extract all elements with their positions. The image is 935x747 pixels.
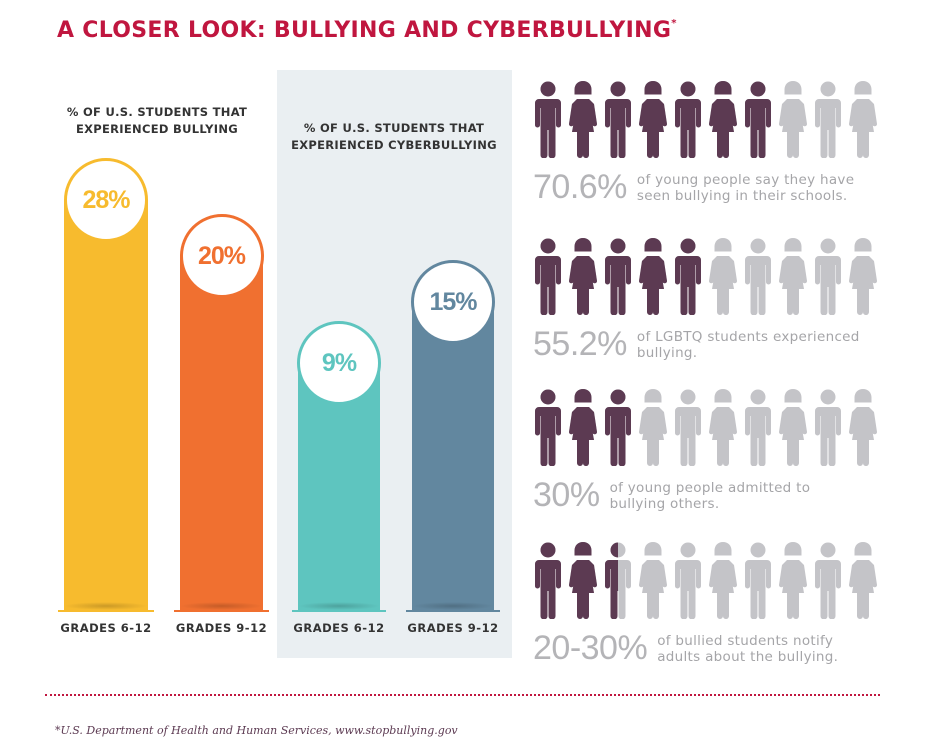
female-person-icon: [849, 542, 877, 620]
bullying-chart-title: % OF U.S. STUDENTS THAT EXPERIENCED BULL…: [66, 105, 248, 136]
cyberbullying-chart-title: % OF U.S. STUDENTS THAT EXPERIENCED CYBE…: [291, 121, 497, 152]
footnote: *U.S. Department of Health and Human Ser…: [55, 724, 458, 737]
female-person-icon: [569, 81, 597, 159]
male-person-icon: [535, 389, 561, 467]
people-icons: [535, 81, 877, 159]
female-person-icon: [639, 238, 667, 316]
bar-shadow: [298, 602, 380, 610]
stat-value: 70.6%: [533, 168, 627, 206]
female-person-icon: [779, 542, 807, 620]
bar-baseline: [292, 610, 386, 612]
bar: 28%: [64, 158, 148, 610]
bar-shadow: [412, 602, 494, 610]
female-person-icon: [709, 542, 737, 620]
female-person-icon: [709, 389, 737, 467]
female-person-icon: [709, 238, 737, 316]
male-person-icon: [815, 389, 841, 467]
stat-value: 20-30%: [533, 629, 648, 667]
pictogram-row: 20-30% of bullied students notify adults a…: [533, 541, 893, 667]
male-person-icon: [745, 238, 771, 316]
stat-description: of bullied students notify adults about t…: [657, 633, 838, 665]
stat-line: seen bullying in their schools.: [636, 187, 848, 204]
male-person-icon: [605, 389, 631, 467]
female-person-icon: [569, 542, 597, 620]
stat-line: of young people admitted to: [609, 479, 811, 496]
female-person-icon: [709, 81, 737, 159]
bar-value-label: 15%: [411, 260, 495, 344]
pictogram-row: 55.2% of LGBTQ students experienced bullyi…: [533, 237, 893, 363]
male-person-icon: [605, 81, 631, 159]
male-person-icon: [535, 238, 561, 316]
bar-baseline: [174, 610, 269, 612]
pictogram-row: 70.6% of young people say they have seen b…: [533, 80, 893, 206]
male-person-icon: [815, 238, 841, 316]
male-person-icon: [745, 542, 771, 620]
stat-value: 55.2%: [533, 325, 627, 363]
bar-value-label: 28%: [64, 158, 148, 242]
page-title: A CLOSER LOOK: BULLYING AND CYBERBULLYIN…: [57, 18, 677, 43]
stat-description: of young people say they have seen bullyi…: [637, 172, 854, 204]
stat-line: of young people say they have: [636, 171, 855, 188]
bar-baseline: [406, 610, 500, 612]
male-person-icon: [815, 81, 841, 159]
male-person-icon: [605, 238, 631, 316]
stat-description: of young people admitted to bullying othe…: [610, 480, 811, 512]
male-person-icon: [675, 238, 701, 316]
pictogram-row: 30% of young people admitted to bullying o…: [533, 388, 893, 514]
female-person-icon: [849, 238, 877, 316]
female-person-icon: [849, 389, 877, 467]
male-person-icon: [745, 389, 771, 467]
male-person-icon: [675, 542, 701, 620]
title-text: A CLOSER LOOK: BULLYING AND CYBERBULLYIN…: [57, 18, 672, 43]
stat: 20-30% of bullied students notify adults a…: [533, 629, 838, 668]
stat-line: of LGBTQ students experienced: [636, 328, 860, 345]
female-person-icon: [779, 238, 807, 316]
male-person-icon: [815, 542, 841, 620]
male-person-icon: [675, 81, 701, 159]
female-person-icon: [849, 81, 877, 159]
people-icons: [535, 542, 877, 620]
bar-shadow: [180, 602, 263, 610]
bar-baseline: [58, 610, 154, 612]
female-person-icon: [639, 542, 667, 620]
male-person-icon: [745, 81, 771, 159]
bar-fill: [180, 256, 263, 610]
divider: [45, 694, 880, 696]
stat-description: of LGBTQ students experienced bullying.: [637, 329, 860, 361]
category-label: GRADES 9-12: [407, 621, 499, 635]
bar-value-label: 9%: [297, 321, 381, 406]
female-person-icon: [779, 81, 807, 159]
stat-line: bullying.: [636, 344, 698, 361]
male-person-icon: [535, 542, 561, 620]
category-label: GRADES 6-12: [293, 621, 385, 635]
title-footnote-mark: *: [671, 18, 677, 29]
stat: 30% of young people admitted to bullying o…: [533, 476, 810, 515]
bar: 15%: [411, 260, 495, 610]
stat-line: of bullied students notify: [657, 632, 834, 649]
male-person-icon: [535, 81, 561, 159]
stat-line: bullying others.: [609, 495, 720, 512]
female-person-icon: [779, 389, 807, 467]
bar-value-label: 20%: [179, 214, 264, 298]
bar-shadow: [64, 602, 148, 610]
bar: 20%: [179, 214, 264, 610]
bar-fill: [64, 200, 148, 610]
stat: 70.6% of young people say they have seen b…: [533, 168, 854, 207]
male-person-icon: [675, 389, 701, 467]
female-person-icon: [639, 81, 667, 159]
female-person-icon: [569, 238, 597, 316]
category-label: GRADES 6-12: [60, 621, 152, 635]
female-person-icon: [639, 389, 667, 467]
bar-fill: [412, 302, 494, 610]
people-icons: [535, 389, 877, 467]
people-icons: [535, 238, 877, 316]
stat-value: 30%: [533, 476, 600, 514]
male-person-icon: [605, 542, 631, 620]
bar: 9%: [297, 321, 381, 610]
stat-line: adults about the bullying.: [657, 648, 839, 665]
category-label: GRADES 9-12: [175, 621, 268, 635]
stat: 55.2% of LGBTQ students experienced bullyi…: [533, 325, 860, 364]
female-person-icon: [569, 389, 597, 467]
